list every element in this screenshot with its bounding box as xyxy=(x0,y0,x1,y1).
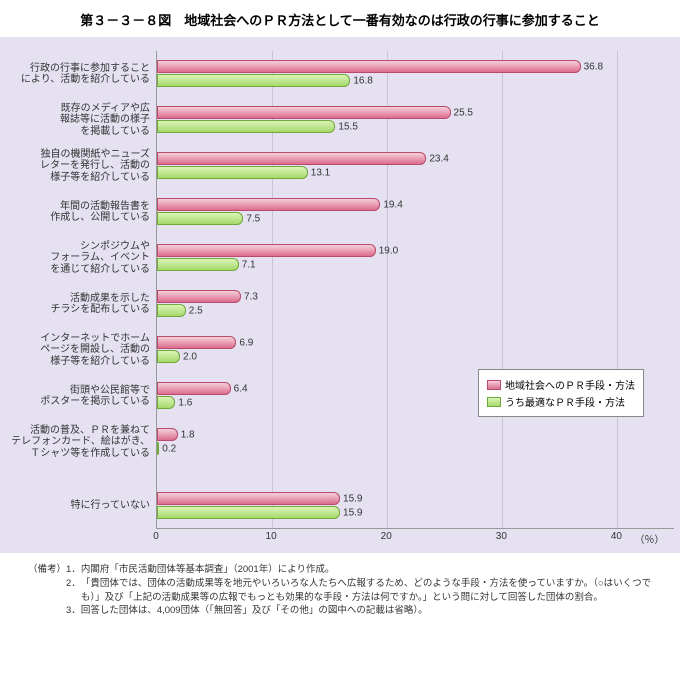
value-label: 15.9 xyxy=(339,507,362,518)
legend-swatch xyxy=(487,380,501,390)
bar-row: 6.92.0 xyxy=(157,327,674,373)
bar-series-best: 15.5 xyxy=(157,120,335,133)
bar-series-best: 1.6 xyxy=(157,396,175,409)
bar-series-all: 6.9 xyxy=(157,336,236,349)
value-label: 1.6 xyxy=(174,397,192,408)
footnote-head xyxy=(28,604,66,618)
bar-series-best: 13.1 xyxy=(157,166,308,179)
bar-series-best: 7.5 xyxy=(157,212,243,225)
bar-row: 7.32.5 xyxy=(157,281,674,327)
legend-label: 地域社会へのＰＲ手段・方法 xyxy=(505,377,635,392)
category-label: 街頭や公民館等で ポスターを掲示している xyxy=(6,373,156,419)
category-label: インターネットでホーム ページを開設し、活動の 様子等を紹介している xyxy=(6,327,156,373)
x-tick: 10 xyxy=(266,531,277,542)
bar-series-all: 1.8 xyxy=(157,428,178,441)
value-label: 2.5 xyxy=(185,305,203,316)
category-label: 年間の活動報告書を 作成し、公開している xyxy=(6,189,156,235)
value-label: 23.4 xyxy=(425,153,448,164)
footnote-text: 回答した団体は、4,009団体（「無回答」及び「その他」の図中への記載は省略）。 xyxy=(81,604,428,618)
x-axis: 0 10 20 30 40 （％） xyxy=(156,529,674,547)
bar-series-best: 7.1 xyxy=(157,258,239,271)
value-label: 6.9 xyxy=(235,337,253,348)
y-axis-labels: 行政の行事に参加すること により、活動を紹介している既存のメディアや広 報誌等に… xyxy=(6,51,156,529)
category-label: 活動の普及、ＰＲを兼ねて テレフォンカード、絵はがき、 Ｔシャツ等を作成している xyxy=(6,419,156,465)
value-label: 7.3 xyxy=(240,291,258,302)
bar-series-best: 16.8 xyxy=(157,74,350,87)
bar-series-all: 6.4 xyxy=(157,382,231,395)
x-tick: 30 xyxy=(496,531,507,542)
category-label: 独自の機関紙やニューズ レターを発行し、活動の 様子等を紹介している xyxy=(6,143,156,189)
value-label: 36.8 xyxy=(580,61,603,72)
footnote-head xyxy=(28,577,66,605)
footnote-number: 3． xyxy=(66,604,81,618)
chart-title: 第３－３－８図 地域社会へのＰＲ方法として一番有効なのは行政の行事に参加すること xyxy=(0,0,680,37)
bar-series-best: 2.0 xyxy=(157,350,180,363)
x-tick: 0 xyxy=(153,531,159,542)
bar-series-best: 0.2 xyxy=(157,442,159,455)
bar-row: 36.816.8 xyxy=(157,51,674,97)
legend-row: うち最適なＰＲ手段・方法 xyxy=(487,393,635,410)
bar-row: 23.413.1 xyxy=(157,143,674,189)
legend-row: 地域社会へのＰＲ手段・方法 xyxy=(487,376,635,393)
category-label: 行政の行事に参加すること により、活動を紹介している xyxy=(6,51,156,97)
bar-series-all: 15.9 xyxy=(157,492,340,505)
footnote-text: 内閣府「市民活動団体等基本調査」（2001年）により作成。 xyxy=(81,563,335,577)
category-label: 活動成果を示した チラシを配布している xyxy=(6,281,156,327)
value-label: 16.8 xyxy=(349,75,372,86)
value-label: 1.8 xyxy=(177,429,195,440)
category-label: シンポジウムや フォーラム、イベント を通じて紹介している xyxy=(6,235,156,281)
footnote-number: 2． xyxy=(66,577,81,605)
footnote-number: 1． xyxy=(66,563,81,577)
footnote-row: （備考）1．内閣府「市民活動団体等基本調査」（2001年）により作成。 xyxy=(28,563,662,577)
bar-series-best: 2.5 xyxy=(157,304,186,317)
footnote-row: 2．「貴団体では、団体の活動成果等を地元やいろいろな人たちへ広報するため、どのよ… xyxy=(28,577,662,605)
bar-row: 19.07.1 xyxy=(157,235,674,281)
legend-label: うち最適なＰＲ手段・方法 xyxy=(505,394,625,409)
x-unit: （％） xyxy=(634,531,664,546)
value-label: 2.0 xyxy=(179,351,197,362)
legend-swatch xyxy=(487,397,501,407)
footnote-row: 3．回答した団体は、4,009団体（「無回答」及び「その他」の図中への記載は省略… xyxy=(28,604,662,618)
value-label: 13.1 xyxy=(307,167,330,178)
value-label: 15.9 xyxy=(339,493,362,504)
bar-series-all: 19.0 xyxy=(157,244,376,257)
footnote-head: （備考） xyxy=(28,563,66,577)
legend: 地域社会へのＰＲ手段・方法うち最適なＰＲ手段・方法 xyxy=(478,369,644,417)
x-tick: 40 xyxy=(611,531,622,542)
bar-row: 1.80.2 xyxy=(157,419,674,465)
bar-row: 25.515.5 xyxy=(157,97,674,143)
category-label: 特に行っていない xyxy=(6,465,156,529)
category-label: 既存のメディアや広 報誌等に活動の様子 を掲載している xyxy=(6,97,156,143)
value-label: 7.1 xyxy=(238,259,256,270)
chart-area: 行政の行事に参加すること により、活動を紹介している既存のメディアや広 報誌等に… xyxy=(0,37,680,553)
bar-series-all: 36.8 xyxy=(157,60,581,73)
value-label: 19.0 xyxy=(375,245,398,256)
value-label: 19.4 xyxy=(379,199,402,210)
plot: 行政の行事に参加すること により、活動を紹介している既存のメディアや広 報誌等に… xyxy=(6,51,674,529)
value-label: 0.2 xyxy=(158,443,176,454)
value-label: 25.5 xyxy=(450,107,473,118)
value-label: 15.5 xyxy=(334,121,357,132)
bar-row: 19.47.5 xyxy=(157,189,674,235)
footnote-text: 「貴団体では、団体の活動成果等を地元やいろいろな人たちへ広報するため、どのような… xyxy=(81,577,662,605)
bar-series-all: 19.4 xyxy=(157,198,380,211)
value-label: 6.4 xyxy=(230,383,248,394)
x-tick: 20 xyxy=(381,531,392,542)
bar-row: 15.915.9 xyxy=(157,483,674,529)
footnotes: （備考）1．内閣府「市民活動団体等基本調査」（2001年）により作成。 2．「貴… xyxy=(0,553,680,632)
bar-series-all: 7.3 xyxy=(157,290,241,303)
bar-series-best: 15.9 xyxy=(157,506,340,519)
value-label: 7.5 xyxy=(242,213,260,224)
bar-series-all: 25.5 xyxy=(157,106,451,119)
bars-region: 36.816.825.515.523.413.119.47.519.07.17.… xyxy=(156,51,674,529)
bar-series-all: 23.4 xyxy=(157,152,426,165)
